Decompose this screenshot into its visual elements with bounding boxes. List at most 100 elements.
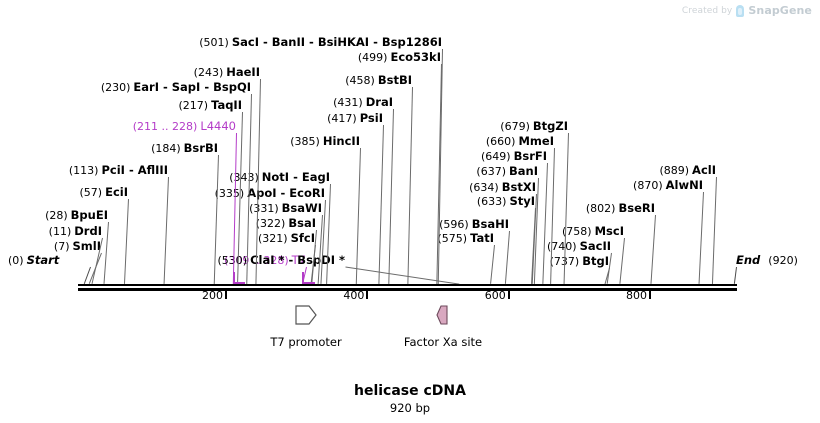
restriction-site-label[interactable]: (113) PciI - AflIII — [69, 163, 168, 177]
snapgene-brand-label: SnapGene — [748, 4, 812, 17]
restriction-site-label[interactable]: (633) StyI — [477, 194, 535, 208]
site-enzyme-names: BpuEI — [70, 208, 108, 222]
restriction-site-label[interactable]: (343) NotI - EagI — [229, 170, 330, 184]
restriction-site-label[interactable]: (802) BseRI — [586, 201, 655, 215]
site-position: (920) — [768, 254, 798, 267]
restriction-site-label[interactable]: (331) BsaWI — [249, 201, 322, 215]
restriction-site-label[interactable]: (7) SmlI — [54, 239, 101, 253]
restriction-site-label[interactable]: (321) SfcI — [258, 231, 315, 245]
restriction-site-label[interactable]: (634) BstXI — [469, 180, 536, 194]
restriction-site-label[interactable]: (501) SacI - BanII - BsiHKAI - Bsp1286I — [199, 35, 442, 49]
site-leader-line — [407, 86, 413, 285]
site-leader-line — [163, 176, 169, 285]
site-position: (335) — [214, 187, 245, 200]
site-position: (230) — [100, 81, 131, 94]
backbone-feature-l4440[interactable] — [232, 272, 245, 284]
restriction-site-label[interactable]: (11) DrdI — [49, 224, 102, 238]
ruler-tick-label: 200 — [202, 289, 224, 302]
site-position: (243) — [193, 66, 224, 79]
site-position: (184) — [151, 142, 181, 155]
restriction-site-label[interactable]: (499) Eco53kI — [358, 50, 441, 64]
site-enzyme-names: Start — [26, 253, 60, 267]
ruler-tick — [649, 291, 652, 299]
site-leader-line — [619, 237, 625, 285]
site-position: (634) — [469, 181, 499, 194]
restriction-site-label[interactable]: (0) Start — [8, 253, 59, 267]
restriction-site-label[interactable]: (740) SacII — [547, 239, 611, 253]
restriction-site-label[interactable]: (679) BtgZI — [500, 119, 568, 133]
ruler-tick-label: 600 — [484, 289, 506, 302]
restriction-site-label[interactable]: (335) ApoI - EcoRI — [215, 186, 325, 200]
site-position: (637) — [476, 165, 506, 178]
site-enzyme-names: SmlI — [72, 239, 102, 253]
ruler-tick-label: 400 — [343, 289, 365, 302]
site-position: (322) — [255, 217, 286, 230]
restriction-site-label[interactable]: (575) TatI — [438, 231, 495, 245]
sequence-backbone — [78, 284, 737, 291]
site-position: (530) — [218, 254, 248, 267]
site-enzyme-names: NotI - EagI — [261, 170, 330, 184]
site-position: (660) — [485, 135, 516, 148]
site-leader-line — [123, 198, 129, 285]
restriction-site-label[interactable]: (758) MscI — [562, 224, 624, 238]
restriction-site-label[interactable]: (637) BanI — [476, 164, 538, 178]
site-leader-line — [504, 230, 510, 285]
t7-promoter-label: T7 promoter — [270, 335, 342, 349]
site-enzyme-names: TaqII — [211, 98, 242, 112]
site-enzyme-names: MscI — [594, 224, 624, 238]
restriction-site-label[interactable]: (596) BsaHI — [439, 217, 509, 231]
site-enzyme-names: End — [736, 253, 761, 267]
site-position: (57) — [79, 186, 103, 199]
restriction-site-label[interactable]: (217) TaqII — [178, 98, 242, 112]
site-leader-line — [542, 162, 548, 285]
restriction-site-label[interactable]: (57) EciI — [80, 185, 129, 199]
ruler-tick — [225, 291, 228, 299]
site-enzyme-names: AclI — [692, 163, 716, 177]
site-enzyme-names: Eco53kI — [390, 50, 441, 64]
site-leader-line — [711, 176, 717, 285]
site-position: (431) — [333, 96, 363, 109]
backbone-lower-line — [78, 288, 737, 291]
restriction-site-label[interactable]: (889) AclI — [659, 163, 716, 177]
site-enzyme-names: HaeII — [226, 65, 260, 79]
site-enzyme-names: BsrFI — [513, 149, 547, 163]
site-position: (11) — [48, 225, 72, 238]
site-position: (575) — [437, 232, 468, 245]
site-position: (417) — [327, 112, 357, 125]
site-leader-line — [698, 191, 704, 285]
restriction-site-label[interactable]: (184) BsrBI — [151, 141, 218, 155]
site-leader-line — [733, 266, 737, 285]
feature-span-bar — [232, 282, 245, 284]
site-leader-line — [326, 183, 331, 285]
page-title: helicase cDNA — [354, 383, 466, 399]
site-position: (28) — [45, 209, 68, 222]
restriction-site-label[interactable]: (417) PsiI — [327, 111, 383, 125]
restriction-site-label[interactable]: (243) HaeII — [194, 65, 260, 79]
site-leader-line — [355, 147, 361, 285]
site-position: (499) — [357, 51, 388, 64]
restriction-site-label[interactable]: (28) BpuEI — [45, 208, 108, 222]
site-enzyme-names: EciI — [105, 185, 128, 199]
site-position: (331) — [249, 202, 279, 215]
factor-xa-site-label: Factor Xa site — [403, 335, 483, 349]
map-title-block: helicase cDNA 920 bp — [0, 382, 820, 416]
site-position: (802) — [585, 202, 616, 215]
site-position: (870) — [633, 179, 663, 192]
restriction-site-label[interactable]: (660) MmeI — [486, 134, 554, 148]
restriction-site-label[interactable]: (385) HincII — [290, 134, 360, 148]
site-position: (649) — [480, 150, 511, 163]
site-position: (458) — [345, 74, 375, 87]
site-enzyme-names: MmeI — [518, 134, 554, 148]
restriction-site-label[interactable]: (649) BsrFI — [481, 149, 547, 163]
restriction-site-label[interactable]: (458) BstBI — [345, 73, 412, 87]
restriction-site-label[interactable]: End (920) — [736, 253, 798, 267]
site-enzyme-names: SacI - BanII - BsiHKAI - Bsp1286I — [231, 35, 442, 49]
restriction-site-label[interactable]: (870) AlwNI — [633, 178, 703, 192]
restriction-site-label[interactable]: (322) BsaI — [256, 216, 316, 230]
ruler-tick — [366, 291, 369, 299]
restriction-site-label[interactable]: (737)BtgI — [550, 254, 609, 268]
restriction-site-label[interactable]: (431) DraI — [333, 95, 393, 109]
restriction-site-label[interactable]: (230) EarI - SapI - BspQI — [101, 80, 251, 94]
restriction-site-label[interactable]: (211 .. 228) L4440 — [133, 119, 236, 133]
backbone-feature-t7[interactable] — [302, 272, 316, 284]
